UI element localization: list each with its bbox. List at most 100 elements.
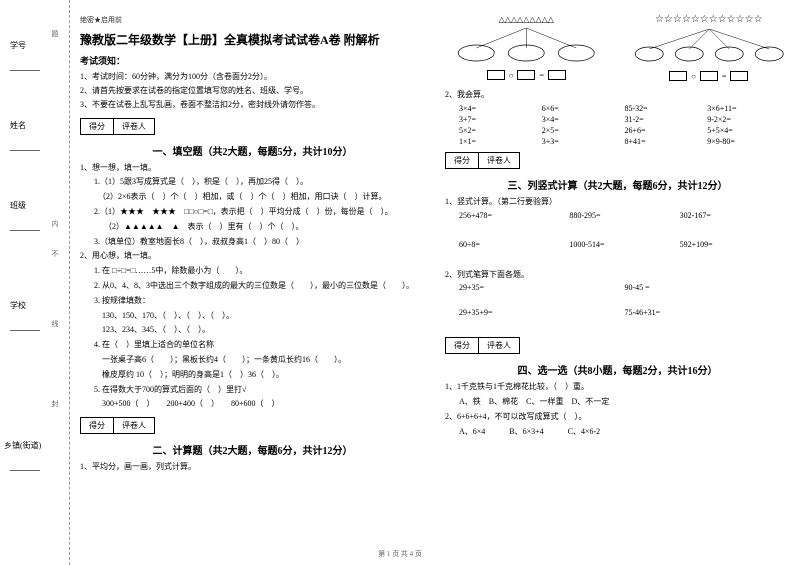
section-1-title: 一、填空题（共2大题，每题5分，共计10分）: [80, 143, 425, 158]
binding-line: [10, 470, 40, 471]
calc-item: 60÷8=: [459, 240, 569, 249]
q2-item: 2. 从0、4、8、3中选出三个数字组成的最大的三位数是（ ），最小的三位数是（…: [80, 280, 425, 293]
score-cell: 得分: [81, 418, 114, 433]
q2-item: 1. 在 □÷□=□……5中，除数最小为（ ）。: [80, 265, 425, 278]
s4-q2: 2、6+6+6+4，不可以改写成算式（ ）。: [445, 411, 790, 424]
q2-item: 4. 在（ ）里填上适合的单位名称: [80, 339, 425, 352]
equation-line: ○=: [445, 70, 608, 80]
calc-item: 85-32=: [625, 104, 708, 113]
binding-line: [10, 230, 40, 231]
spacer: [445, 251, 790, 269]
spacer: [445, 294, 790, 308]
q1-item: （2）2×6表示（ ）个（ ）相加，或（ ）个（ ）相加，用口诀（ ）计算。: [80, 191, 425, 204]
calc-item: 31-2=: [625, 115, 708, 124]
star-diagram: ☆☆☆☆☆☆☆☆☆☆☆☆ ○=: [628, 15, 791, 81]
binding-label: 学号: [10, 40, 26, 51]
calc-item: 9-2×2=: [707, 115, 790, 124]
s3-q1: 1、竖式计算。（第二行要验算）: [445, 196, 790, 209]
confidential-mark: 绝密★启用前: [80, 15, 425, 25]
q1-item: 2.（1）★★★ ★★★ □□○□=□，表示把（ ）平均分成（ ）份，每份是（ …: [80, 206, 425, 219]
calc-item: 1×1=: [459, 137, 542, 146]
binding-field-id: 学号: [10, 40, 26, 51]
binding-label: 学校: [10, 300, 26, 311]
calc-item: 75-46+31=: [625, 308, 791, 317]
exam-title: 豫教版二年级数学【上册】全真模拟考试试卷A卷 附解析: [80, 31, 425, 48]
answer-box: [487, 70, 505, 80]
calc-row: 3+7= 3×4= 31-2= 9-2×2=: [445, 115, 790, 124]
calc-item: 26+6=: [625, 126, 708, 135]
binding-field-town: 乡镇(街道): [4, 440, 41, 451]
s2-q1: 1、平均分，画一画，列式计算。: [80, 461, 425, 474]
right-column: △△△△△△△△△ ○= ☆☆☆☆☆☆☆☆☆☆☆☆: [445, 15, 790, 476]
calc-item: 3×4=: [542, 115, 625, 124]
calc-item: 1000-514=: [569, 240, 679, 249]
page-footer: 第 1 页 共 4 页: [0, 549, 800, 559]
score-box: 得分 评卷人: [445, 152, 520, 169]
q2-item: 5. 在得数大于700的算式后面的（ ）里打√: [80, 384, 425, 397]
section-4-title: 四、选一选（共8小题，每题2分，共计16分）: [445, 362, 790, 377]
s4-q1: 1、1千克铁与1千克棉花比较，（ ）重。: [445, 381, 790, 394]
calc-item: 880-295=: [569, 211, 679, 220]
score-cell: 得分: [81, 119, 114, 134]
calc-item: 2×5=: [542, 126, 625, 135]
q1-item: 3.（填单位）教室地面长8（ ），叔叔身高1（ ）80（ ）: [80, 236, 425, 249]
answer-box: [548, 70, 566, 80]
binding-label: 姓名: [10, 120, 26, 131]
calc-item: 6×6=: [542, 104, 625, 113]
q2-item: 3. 按规律填数：: [80, 295, 425, 308]
calc-item: 29+35=: [459, 283, 625, 292]
notice-title: 考试须知：: [80, 54, 425, 67]
binding-field-school: 学校: [10, 300, 26, 311]
s4-q1-opts: A、铁 B、棉花 C、一样重 D、不一定: [445, 396, 790, 409]
calc-row: 1×1= 3+3= 8+41= 9×9-80=: [445, 137, 790, 146]
calc-item: 8+41=: [625, 137, 708, 146]
calc-item: 29+35+9=: [459, 308, 625, 317]
binding-mark: 内: [50, 220, 60, 227]
binding-mark: 不: [50, 250, 60, 257]
notice-item: 3、不要在试卷上乱写乱画，卷面不整洁扣2分，密封线外请勿作答。: [80, 99, 425, 110]
score-cell: 评卷人: [479, 338, 519, 353]
notice-item: 2、请首先按要求在试卷的指定位置填写您的姓名、班级、学号。: [80, 85, 425, 96]
equation-line: ○=: [628, 71, 791, 81]
q2-item: 130、150、170、（ ）、（ ）、（ ）。: [80, 310, 425, 323]
score-cell: 得分: [446, 153, 479, 168]
calc-item: 9×9-80=: [707, 137, 790, 146]
q2-item: 一张桌子高6（ ）；黑板长约4（ ）；一条黄瓜长约16（ ）。: [80, 354, 425, 367]
binding-mark: 线: [50, 320, 60, 327]
calc-row: 29+35+9= 75-46+31=: [445, 308, 790, 317]
calc-item: 3+7=: [459, 115, 542, 124]
q2-item: 300+500（ ） 200+400（ ） 80+600（ ）: [80, 398, 425, 411]
calc-row: 5×2= 2×5= 26+6= 5+5×4=: [445, 126, 790, 135]
score-cell: 得分: [446, 338, 479, 353]
star-row: ☆☆☆☆☆☆☆☆☆☆☆☆: [628, 15, 791, 25]
binding-mark: 封: [50, 400, 60, 407]
calc-row: 3×4= 6×6= 85-32= 3×6+11=: [445, 104, 790, 113]
s4-q2-opts: A、6×4 B、6×3+4 C、4×6-2: [445, 426, 790, 439]
tree-connector-icon: [445, 28, 608, 68]
spacer: [445, 222, 790, 240]
notice-item: 1、考试时间：60分钟，满分为100分（含卷面分2分）。: [80, 71, 425, 82]
answer-box: [517, 70, 535, 80]
q2-item: 橡皮厚约 10（ ）；明明的身高是1（ ）36（ ）。: [80, 369, 425, 382]
binding-area: 学号 姓名 班级 学校 乡镇(街道) 不 内 线 封 题: [0, 0, 70, 565]
q1-item: （2）▲▲▲▲▲ ▲ 表示（ ）里有（ ）个（ ）。: [80, 221, 425, 234]
q1-title: 1、想一想，填一填。: [80, 162, 425, 175]
binding-field-class: 班级: [10, 200, 26, 211]
calc-row: 60÷8= 1000-514= 592+109=: [445, 240, 790, 249]
content-area: 绝密★启用前 豫教版二年级数学【上册】全真模拟考试试卷A卷 附解析 考试须知： …: [80, 15, 790, 476]
triangle-icon: △△△△△△△△△: [499, 15, 554, 24]
score-box: 得分 评卷人: [445, 337, 520, 354]
section-2-title: 二、计算题（共2大题，每题6分，共计12分）: [80, 442, 425, 457]
calc-row: 29+35= 90-45 =: [445, 283, 790, 292]
binding-mark: 题: [50, 30, 60, 37]
calc-item: 3×6+11=: [707, 104, 790, 113]
answer-box: [730, 71, 748, 81]
calc-item: 3+3=: [542, 137, 625, 146]
q2-item: 123、234、345、（ ）、（ ）。: [80, 324, 425, 337]
calc-item: 3×4=: [459, 104, 542, 113]
score-cell: 评卷人: [114, 418, 154, 433]
s2b-q2: 2、我会算。: [445, 89, 790, 102]
triangle-diagram: △△△△△△△△△ ○=: [445, 15, 608, 81]
s3-q2: 2、列式笔算下面各题。: [445, 269, 790, 282]
calc-item: 592+109=: [680, 240, 790, 249]
